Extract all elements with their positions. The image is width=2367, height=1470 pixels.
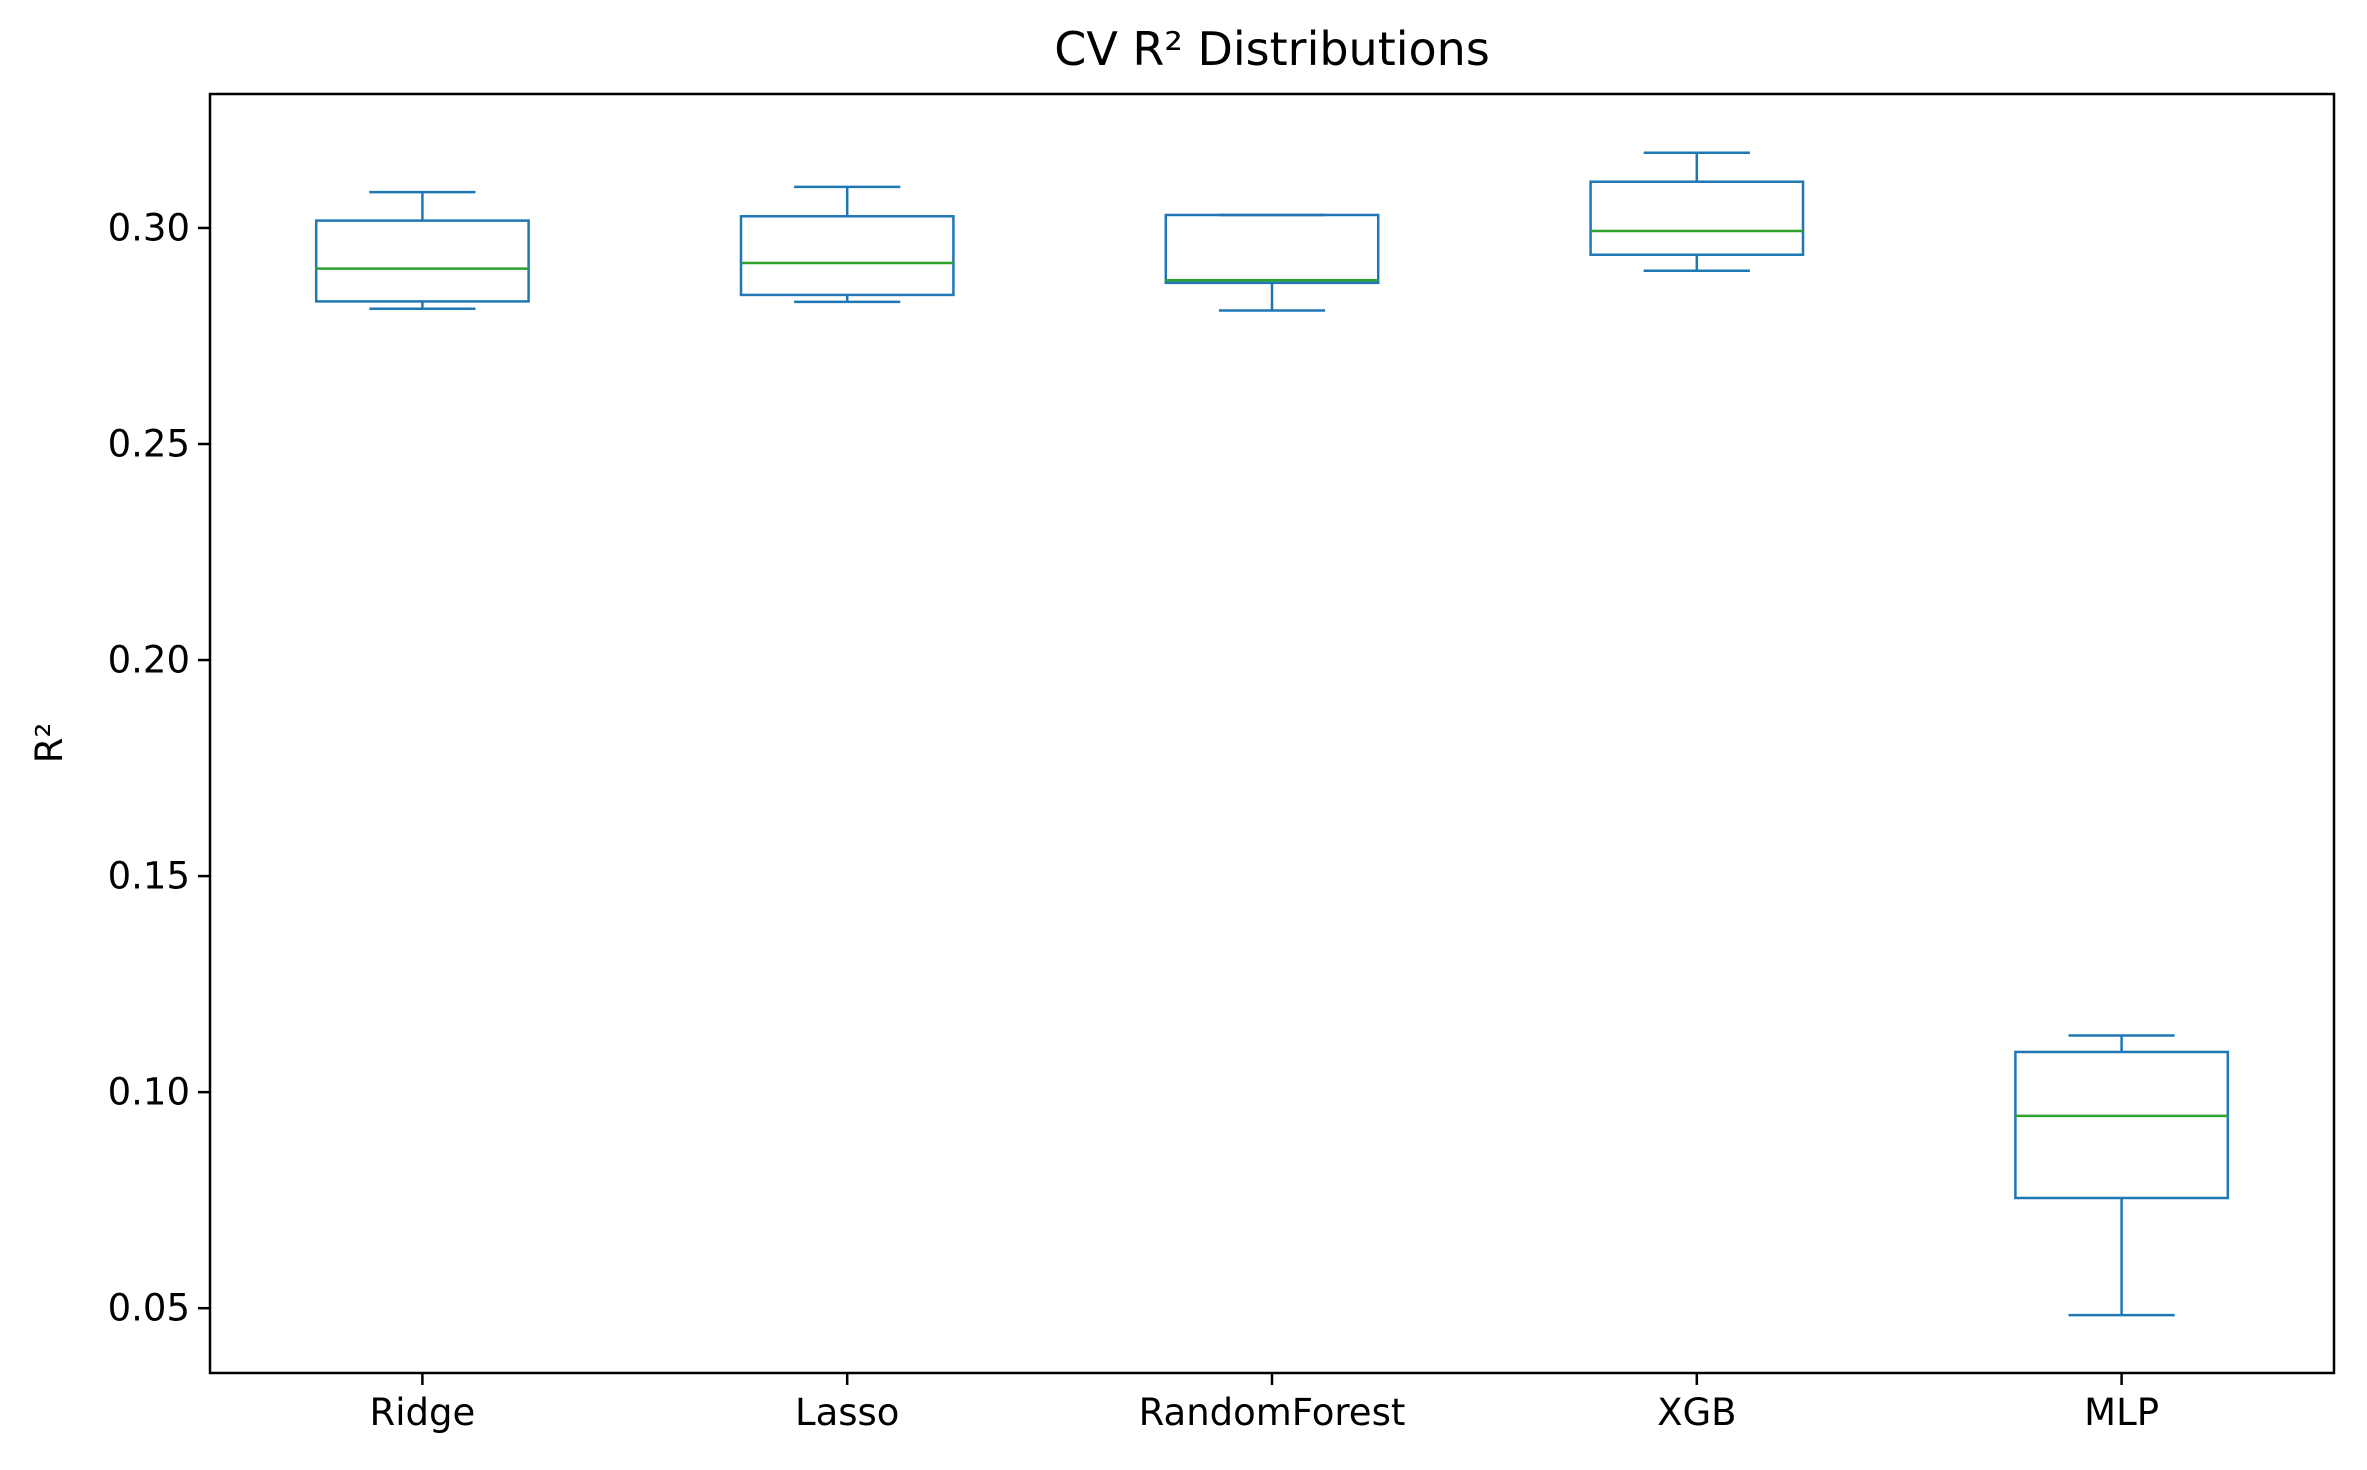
x-tick-label: Lasso — [795, 1391, 899, 1434]
y-tick-label: 0.25 — [108, 422, 190, 465]
box-lasso — [739, 185, 955, 304]
y-tick-label: 0.30 — [108, 206, 190, 249]
plot-frame — [208, 92, 2336, 1375]
box-ridge — [314, 190, 530, 311]
box-randomforest-iqr-box — [1164, 213, 1380, 285]
y-ticks-layer: 0.05 0.10 0.15 0.20 0.25 0.30 — [108, 206, 210, 1330]
y-axis-label: R² — [28, 723, 71, 764]
box-xgb-iqr-box — [1589, 180, 1805, 256]
box-xgb — [1589, 151, 1805, 272]
x-tick-label: RandomForest — [1139, 1391, 1406, 1434]
x-tick-label: Ridge — [370, 1391, 476, 1434]
x-tick-label: XGB — [1657, 1391, 1736, 1434]
y-tick-label: 0.10 — [108, 1071, 190, 1114]
box-mlp-iqr-box — [2014, 1050, 2230, 1200]
x-ticks-layer: Ridge Lasso RandomForest XGB MLP — [370, 1373, 2159, 1434]
y-tick-label: 0.20 — [108, 639, 190, 682]
boxes-layer — [314, 151, 2230, 1317]
y-tick-label: 0.15 — [108, 855, 190, 898]
chart-title: CV R² Distributions — [1054, 22, 1490, 76]
box-ridge-iqr-box — [314, 219, 530, 303]
box-mlp — [2014, 1034, 2230, 1317]
box-lasso-iqr-box — [739, 215, 955, 297]
y-tick-label: 0.05 — [108, 1287, 190, 1330]
box-randomforest — [1164, 213, 1380, 312]
x-tick-label: MLP — [2084, 1391, 2159, 1434]
